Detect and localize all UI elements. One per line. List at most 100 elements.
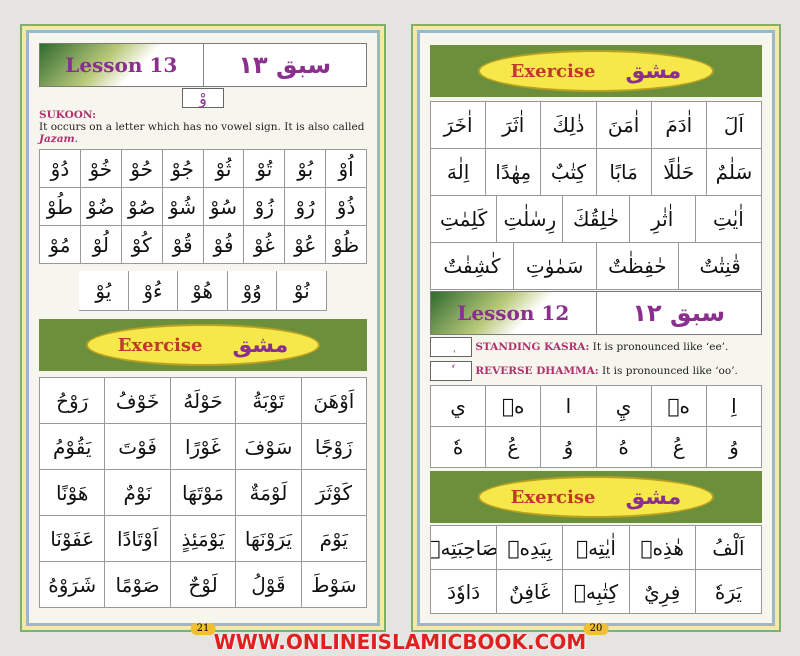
word-row: قٰنِتٰتٌ حٰفِظٰتٌ سَمٰوٰتِ كٰشِفٰتٌ — [431, 243, 762, 290]
word-cell: حَوْلَهُ — [170, 378, 237, 424]
word-cell: اُوْ — [326, 150, 367, 188]
word-cell: مِهٰدًا — [486, 149, 542, 196]
jazam-term: Jazam — [39, 133, 75, 145]
word-cell: حُوْ — [121, 150, 163, 188]
word-cell: هُوْ — [178, 271, 228, 311]
word-cell: جُوْ — [162, 150, 204, 188]
word-cell: زُوْ — [244, 188, 286, 226]
sukoon-title: SUKOON: — [39, 109, 96, 121]
word-cell: كِتٰبِهٖ — [563, 570, 630, 614]
word-cell: اٰيٰتِ — [695, 196, 762, 243]
word-cell: صَوْمًا — [105, 562, 171, 608]
word-cell: قٰنِتٰتٌ — [679, 243, 762, 290]
word-cell: وُ — [706, 427, 762, 468]
reverse-dhamma-text: It is pronounced like ‘oo’. — [598, 365, 738, 377]
word-cell: ثُوْ — [203, 150, 245, 188]
word-cell: هَوْنًا — [40, 470, 106, 516]
word-cell: يَوْمَئِذٍ — [170, 516, 237, 562]
word-cell: كُوْ — [121, 226, 163, 264]
standing-kasra-text: It is pronounced like ‘ee’. — [589, 341, 729, 353]
exercise-title-ar: مشق — [625, 484, 682, 510]
exercise-title-ar: مشق — [625, 58, 682, 84]
word-cell: صُوْ — [121, 188, 163, 226]
sukoon-sign: وْ — [182, 88, 224, 108]
word-cell: نَوْمٌ — [105, 470, 171, 516]
exercise-grid: اَلْفُ هٰذِهٖ اٰيٰتِهٖ بِيَدِهٖ صَاحِبَتِهٖ ي… — [430, 525, 762, 614]
word-cell: سَمٰوٰتِ — [513, 243, 597, 290]
word-cell: دُوْ — [40, 150, 81, 188]
word-cell: غُوْ — [244, 226, 286, 264]
word-cell: كَوْثَرَ — [301, 470, 367, 516]
lesson-12-header: Lesson 12 سبق ١٢ — [430, 291, 762, 335]
left-page: Lesson 13 سبق ١٣ وْ SUKOON: It occurs on… — [26, 30, 380, 635]
word-cell: ضُوْ — [80, 188, 122, 226]
word-cell: هُ — [596, 427, 652, 468]
word-cell: تُوْ — [244, 150, 286, 188]
word-cell: لَوْحٌ — [170, 562, 237, 608]
word-cell: اَلْفُ — [695, 526, 762, 570]
word-cell: ذُوْ — [326, 188, 367, 226]
word-cell: عُ — [486, 427, 542, 468]
reverse-dhamma-sign: ٗ — [430, 361, 472, 381]
right-page: Exercise مشق اَلٓ اٰدَمَ اٰمَنَ ذٰلِكَ اٰثَرَ… — [417, 30, 775, 635]
word-cell: فُوْ — [203, 226, 245, 264]
exercise-title-en: Exercise — [117, 334, 203, 356]
exercise-banner: Exercise مشق — [39, 319, 367, 371]
word-cell: شَرَوْهُ — [40, 562, 106, 608]
word-cell: لُوْ — [80, 226, 122, 264]
letter-grid-last: نُوْ وُوْ هُوْ ءُوْ يُوْ — [79, 271, 327, 311]
page-number: 21 — [190, 623, 216, 635]
word-cell: غَوْرًا — [170, 424, 237, 470]
word-cell: مَوْتَهَا — [170, 470, 237, 516]
word-cell: يَرَوْنَهَا — [236, 516, 302, 562]
word-cell: مُوْ — [40, 226, 81, 264]
word-cell: اٰثَرَ — [486, 102, 542, 149]
word-cell: حَلٰلًا — [651, 149, 707, 196]
letter-grid: اِ هٖ يِ ا هٖ ي وُ عُ هُ وُ عُ هٗ — [430, 385, 762, 468]
word-cell: فَوْتَ — [105, 424, 171, 470]
word-cell: يُوْ — [79, 271, 129, 311]
word-cell: يِ — [596, 386, 652, 427]
word-cell: بُوْ — [285, 150, 327, 188]
word-cell: ا — [541, 386, 597, 427]
word-cell: وُوْ — [227, 271, 278, 311]
word-cell: نُوْ — [277, 271, 327, 311]
word-cell: رُوْ — [285, 188, 327, 226]
exercise-grid: اَوْهَنَ تَوْبَةُ حَوْلَهُ خَوْفُ رَوْحُ زَوْ… — [39, 377, 367, 608]
word-row: اٰيٰتِ اٰثٰرِ خٰلِقُكَ رِسٰلٰتِ كَلِمٰتِ — [431, 196, 762, 243]
word-cell: اَلٓ — [706, 102, 762, 149]
word-cell: خٰلِقُكَ — [563, 196, 630, 243]
lesson-title-ar: سبق ١٢ — [595, 292, 762, 334]
word-cell: تَوْبَةُ — [236, 378, 302, 424]
word-cell: اِلٰهَ — [431, 149, 487, 196]
exercise-title-ar: مشق — [232, 332, 289, 358]
sign-descriptions: ٖ STANDING KASRA: It is pronounced like … — [430, 335, 762, 383]
lesson-title-ar: سبق ١٣ — [202, 44, 367, 86]
word-cell: سَوْفَ — [236, 424, 302, 470]
word-cell: بِيَدِهٖ — [497, 526, 564, 570]
word-cell: هٖ — [486, 386, 542, 427]
word-cell: يَقُوْمُ — [40, 424, 106, 470]
word-cell: شُوْ — [162, 188, 204, 226]
word-cell: غَافِنٌ — [497, 570, 564, 614]
watermark: WWW.ONLINEISLAMICBOOK.COM — [213, 630, 587, 654]
sukoon-text: It occurs on a letter which has no vowel… — [39, 121, 365, 133]
word-cell: سُوْ — [203, 188, 245, 226]
word-cell: اَوْهَنَ — [301, 378, 367, 424]
reverse-dhamma-title: REVERSE DHAMMA: — [475, 365, 599, 377]
word-cell: صَاحِبَتِهٖ — [431, 526, 498, 570]
word-cell: وُ — [541, 427, 597, 468]
word-cell: هٰذِهٖ — [629, 526, 696, 570]
word-cell: هٖ — [651, 386, 707, 427]
word-cell: اٰيٰتِهٖ — [563, 526, 630, 570]
standing-kasra-title: STANDING KASRA: — [475, 341, 590, 353]
word-cell: لَوْمَةٌ — [236, 470, 302, 516]
word-cell: قُوْ — [162, 226, 204, 264]
word-cell: عُوْ — [285, 226, 327, 264]
word-cell: فِرِيٌ — [629, 570, 696, 614]
exercise-banner: Exercise مشق — [430, 45, 762, 97]
word-cell: اَوْتَادًا — [105, 516, 171, 562]
lesson-13-header: Lesson 13 سبق ١٣ — [39, 43, 367, 87]
word-cell: ي — [431, 386, 487, 427]
exercise-title-en: Exercise — [510, 60, 596, 82]
